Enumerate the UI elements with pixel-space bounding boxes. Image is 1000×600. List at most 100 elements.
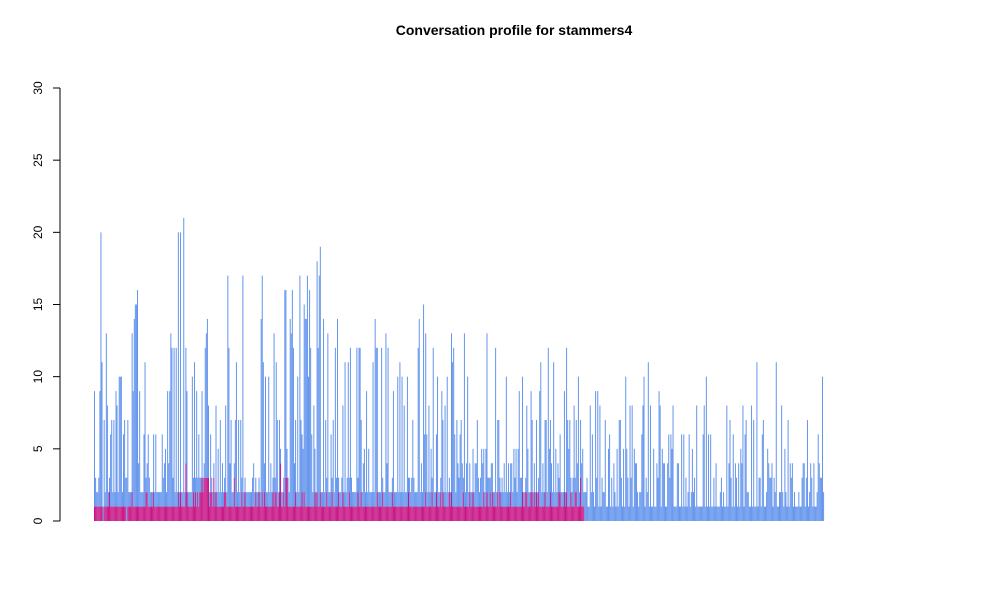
bar-segment-blue	[354, 492, 356, 507]
bar-segment-pink	[498, 506, 500, 521]
bar-segment-blue	[189, 492, 191, 507]
bar-segment-blue	[260, 318, 262, 507]
bar-segment-pink	[227, 506, 229, 521]
bar-segment-pink	[297, 506, 299, 521]
bar-segment-pink	[540, 506, 542, 521]
bar-segment-blue	[577, 376, 579, 507]
y-tick-label: 15	[31, 298, 45, 312]
bar-segment-pink	[223, 506, 225, 521]
bar-segment-pink	[273, 506, 275, 521]
bar-segment-blue	[359, 347, 361, 507]
bar-segment-blue	[172, 477, 174, 507]
bar-segment-pink	[339, 506, 341, 521]
bar-segment-blue	[678, 506, 680, 521]
bar-segment-blue	[694, 477, 696, 521]
bar-segment-pink	[446, 506, 448, 521]
bar-segment-blue	[452, 362, 454, 507]
bar-segment-blue	[290, 333, 292, 507]
bar-segment-pink	[494, 506, 496, 521]
bar-segment-pink	[583, 506, 585, 521]
bar-segment-pink	[447, 506, 449, 521]
bar-segment-blue	[331, 477, 333, 493]
bar-segment-blue	[100, 232, 102, 507]
bar-segment-blue	[663, 463, 665, 521]
bar-segment-pink	[115, 506, 117, 521]
bar-segment-pink	[509, 506, 511, 521]
bar-segment-blue	[629, 405, 631, 521]
bar-segment-blue	[665, 506, 667, 521]
bar-segment-blue	[642, 405, 644, 521]
bar-segment-pink	[109, 492, 111, 521]
bar-segment-blue	[251, 492, 252, 507]
bar-segment-blue	[605, 506, 607, 521]
bar-segment-blue	[734, 463, 736, 521]
bar-segment-pink	[555, 506, 557, 521]
bar-segment-blue	[567, 419, 569, 507]
bar-segment-pink	[249, 506, 251, 521]
bar-segment-pink	[116, 506, 118, 521]
bar-segment-blue	[187, 492, 189, 507]
bar-segment-pink	[466, 506, 468, 521]
bar-segment-blue	[241, 477, 243, 493]
bar-segment-pink	[545, 506, 547, 521]
bar-segment-pink	[371, 506, 373, 521]
bar-segment-blue	[649, 405, 651, 521]
bar-segment-pink	[517, 506, 519, 521]
bar-segment-blue	[316, 261, 318, 493]
bar-segment-blue	[434, 492, 436, 507]
bar-segment-blue	[371, 492, 373, 507]
bar-segment-blue	[720, 477, 722, 521]
bar-segment-blue	[768, 463, 770, 521]
bar-segment-pink	[140, 506, 142, 521]
bar-segment-pink	[532, 506, 534, 521]
bar-segment-blue	[212, 492, 214, 507]
bar-segment-blue	[343, 492, 345, 507]
bar-segment-pink	[453, 506, 455, 521]
bar-segment-blue	[257, 492, 259, 507]
bar-segment-blue	[330, 434, 332, 507]
bar-segment-blue	[500, 492, 502, 507]
bar-segment-pink	[316, 492, 318, 521]
bar-segment-blue	[475, 463, 477, 507]
bar-segment-blue	[424, 434, 426, 507]
bar-segment-blue	[467, 376, 469, 507]
bar-segment-blue	[706, 506, 708, 521]
bar-segment-blue	[169, 391, 171, 507]
bar-segment-pink	[358, 506, 360, 521]
bar-segment-blue	[751, 405, 753, 521]
bar-segment-blue	[744, 434, 746, 521]
bar-segment-pink	[242, 506, 244, 521]
bar-segment-blue	[428, 405, 430, 507]
bar-segment-blue	[586, 477, 588, 521]
bar-segment-pink	[359, 506, 361, 521]
bar-segment-blue	[384, 492, 386, 507]
bar-segment-blue	[633, 448, 635, 521]
bar-segment-blue	[538, 477, 540, 493]
bar-segment-blue	[411, 477, 413, 507]
bar-segment-blue	[474, 463, 476, 507]
bar-segment-blue	[124, 419, 126, 507]
bar-segment-pink	[546, 506, 548, 521]
bar-segment-pink	[200, 492, 202, 521]
bar-segment-blue	[340, 492, 342, 507]
bar-segment-pink	[454, 506, 456, 521]
bar-segment-blue	[718, 506, 720, 521]
bar-segment-pink	[302, 506, 304, 521]
bar-segment-blue	[126, 477, 128, 521]
bar-segment-pink	[101, 506, 103, 521]
bar-segment-pink	[491, 492, 493, 521]
bar-segment-pink	[230, 506, 232, 521]
bar-segment-pink	[313, 506, 315, 521]
bar-segment-blue	[526, 405, 528, 493]
bar-segment-blue	[483, 448, 485, 493]
bar-segment-blue	[669, 477, 671, 521]
bar-segment-blue	[199, 477, 201, 493]
bar-segment-pink	[384, 506, 386, 521]
bar-segment-blue	[160, 492, 162, 507]
bar-segment-pink	[217, 506, 219, 521]
bar-segment-blue	[480, 477, 482, 507]
bar-segment-pink	[155, 506, 157, 521]
bar-segment-blue	[309, 290, 311, 507]
bar-segment-pink	[148, 506, 150, 521]
bar-segment-blue	[99, 391, 101, 507]
